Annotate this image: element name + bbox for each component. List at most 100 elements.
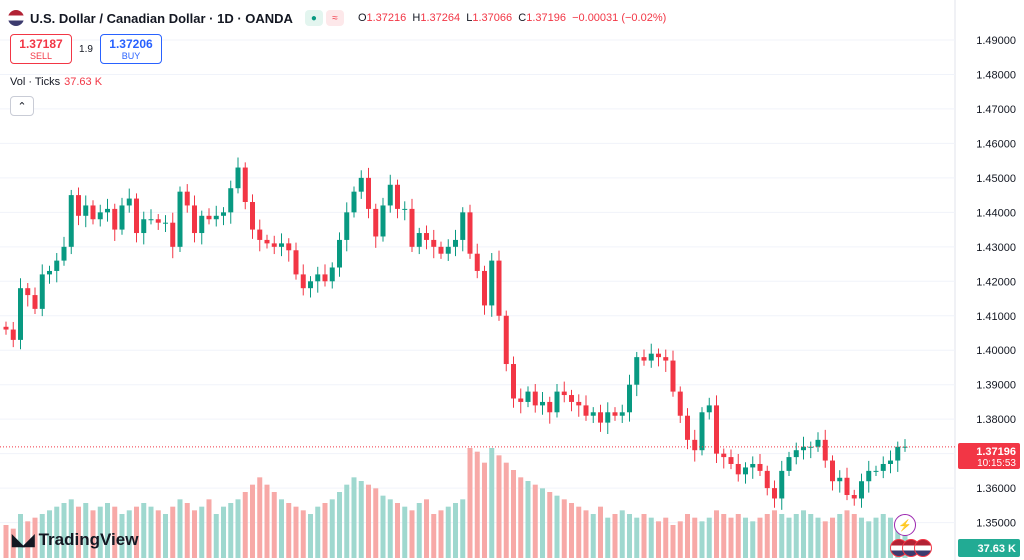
symbol-title[interactable]: U.S. Dollar / Canadian Dollar · 1D · OAN… <box>30 10 293 26</box>
volume-bar <box>757 517 763 558</box>
volume-bar <box>3 525 9 558</box>
candle-body <box>641 357 647 361</box>
volume-bar <box>547 492 553 558</box>
buy-label: BUY <box>121 51 141 61</box>
volume-bar <box>888 517 893 558</box>
candle-body <box>308 281 313 289</box>
candle-body <box>300 274 306 289</box>
low-label: L <box>466 12 473 24</box>
volume-bar <box>619 510 625 558</box>
candle-body <box>721 453 727 458</box>
candle-body <box>235 167 241 189</box>
volume-bar <box>32 517 38 558</box>
volume-bar <box>851 514 857 558</box>
volume-bar <box>47 510 52 558</box>
candle-body <box>830 460 835 482</box>
candle-body <box>431 239 437 247</box>
volume-legend-label: Vol · Ticks <box>10 76 61 88</box>
tradingview-wordmark: TradingView <box>38 530 139 549</box>
candle-body <box>68 195 74 247</box>
volume-bar <box>206 499 212 558</box>
market-open-icon[interactable]: ● <box>304 10 323 26</box>
volume-bar <box>242 492 248 558</box>
y-tick-label: 1.35000 <box>976 518 1016 530</box>
candle-body <box>329 267 335 282</box>
candle-body <box>293 250 299 275</box>
candle-body <box>213 215 219 220</box>
volume-bar <box>10 528 16 558</box>
candle-body <box>76 195 81 216</box>
volume-bar <box>750 521 756 558</box>
trade-panel: 1.37187 SELL 1.9 1.37206 BUY <box>10 34 162 64</box>
candle-body <box>3 326 9 330</box>
volume-bar <box>598 506 603 558</box>
sell-label: SELL <box>29 51 53 61</box>
candle-body <box>822 439 828 461</box>
volume-bar <box>866 521 872 558</box>
volume-bar <box>714 510 719 558</box>
collapse-legend-button[interactable]: ⌃ <box>10 96 34 116</box>
volume-bar <box>141 503 147 558</box>
candle-body <box>322 274 328 282</box>
volume-legend[interactable]: Vol · Ticks 37.63 K <box>10 76 102 88</box>
ohlc-legend: O1.37216 H1.37264 L1.37066 C1.37196 −0.0… <box>358 12 666 24</box>
candle-body <box>605 412 611 423</box>
candle-body <box>837 477 843 482</box>
candle-body <box>663 357 669 361</box>
data-wave-icon[interactable]: ≈ <box>325 10 344 26</box>
candle-body <box>576 401 582 406</box>
volume-bar <box>279 499 284 558</box>
tradingview-logo[interactable]: ◣◢ TradingView <box>12 530 138 550</box>
candle-body <box>337 239 342 268</box>
volume-bar <box>641 514 647 558</box>
candle-body <box>105 208 110 213</box>
volume-bar <box>148 506 154 558</box>
volume-bar <box>699 521 705 558</box>
buy-price: 1.37206 <box>109 37 153 51</box>
chevron-up-icon: ⌃ <box>17 100 27 113</box>
candle-body <box>192 205 197 234</box>
candle-body <box>554 391 560 413</box>
volume-bar <box>880 514 886 558</box>
sell-button[interactable]: 1.37187 SELL <box>10 34 72 64</box>
volume-bar <box>337 492 342 558</box>
candle-body <box>482 270 487 306</box>
candle-body <box>438 246 444 254</box>
volume-bar <box>264 484 270 558</box>
candle-body <box>902 446 908 448</box>
candle-body <box>25 288 31 296</box>
volume-bar <box>68 499 74 558</box>
candle-body <box>366 177 371 209</box>
volume-bar <box>779 514 785 558</box>
volume-bar <box>554 495 560 558</box>
volume-bar <box>25 521 31 558</box>
candle-body <box>525 391 531 402</box>
volume-last-text: 37.63 K <box>977 543 1016 555</box>
volume-bar <box>445 506 451 558</box>
buy-button[interactable]: 1.37206 BUY <box>100 34 162 64</box>
candle-body <box>670 360 676 392</box>
y-tick-label: 1.42000 <box>976 276 1016 288</box>
volume-bar <box>460 499 466 558</box>
volume-bar <box>822 521 828 558</box>
candle-body <box>39 274 45 309</box>
y-tick-label: 1.41000 <box>976 311 1016 323</box>
volume-bar <box>213 514 219 558</box>
volume-bar <box>685 514 690 558</box>
volume-bar <box>409 510 415 558</box>
candle-body <box>714 405 719 454</box>
volume-bar <box>54 506 60 558</box>
volume-bar <box>380 495 386 558</box>
volume-bar <box>329 499 335 558</box>
volume-bar <box>155 510 161 558</box>
lightning-icon[interactable]: ⚡ <box>894 514 916 536</box>
volume-bar <box>177 499 183 558</box>
candle-body <box>467 212 473 254</box>
candle-body <box>315 274 321 282</box>
candle-body <box>815 439 821 447</box>
candle-body <box>199 215 205 234</box>
volume-bar <box>561 499 567 558</box>
candle-body <box>583 405 589 416</box>
volume-bar <box>663 517 669 558</box>
